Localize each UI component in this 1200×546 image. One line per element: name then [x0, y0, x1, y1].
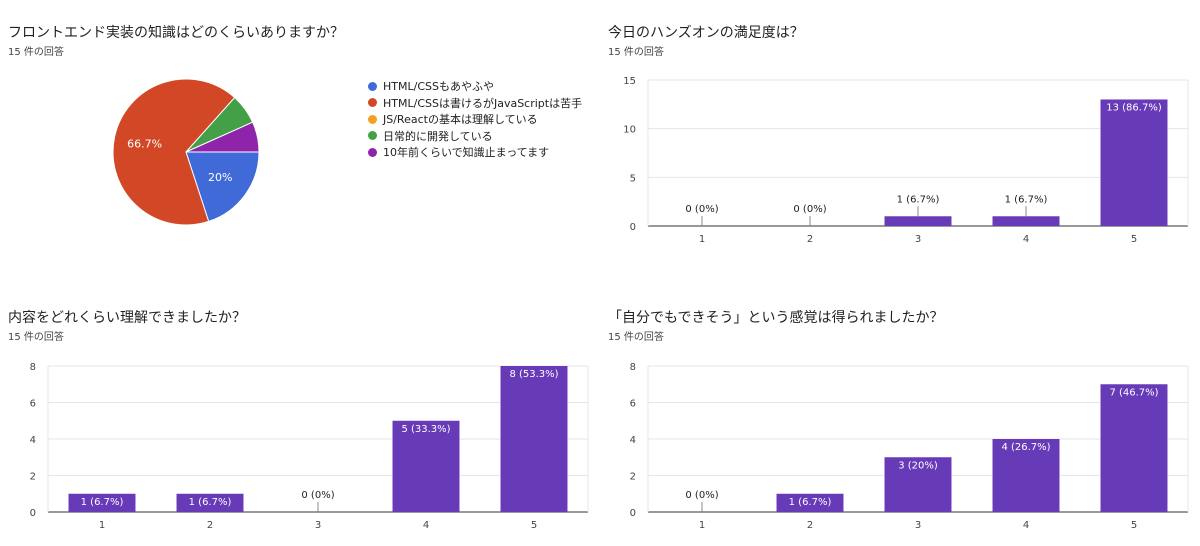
bar-value-label: 8 (53.3%)	[509, 369, 558, 380]
pie-slice-label: 20%	[208, 171, 232, 184]
legend-swatch-4	[368, 147, 377, 157]
bar	[992, 439, 1060, 512]
q2-title: 今日のハンズオンの満足度は？	[608, 25, 804, 41]
x-tick-label: 5	[1131, 234, 1137, 245]
bar-value-label: 0 (0%)	[793, 204, 826, 215]
x-tick-label: 4	[423, 520, 429, 531]
bar-value-label: 13 (86.7%)	[1106, 102, 1162, 113]
pie-slice	[185, 121, 260, 153]
bar-value-label: 0 (0%)	[685, 204, 718, 215]
y-tick-label: 0	[630, 508, 636, 519]
y-tick-label: 8	[30, 362, 36, 373]
pie-slice	[112, 78, 236, 226]
x-tick-label: 2	[207, 520, 213, 531]
bar-value-label: 0 (0%)	[685, 490, 718, 501]
legend-item: JS/Reactの基本は理解している	[368, 111, 582, 128]
y-tick-label: 10	[623, 125, 636, 136]
q3-response-count: 15 件の回答	[8, 332, 64, 343]
legend-label: 日常的に開発している	[383, 129, 493, 143]
legend-label: JS/Reactの基本は理解している	[383, 113, 538, 127]
bar-value-label: 1 (6.7%)	[897, 194, 940, 205]
bar	[392, 420, 460, 512]
q1-title: フロントエンド実装の知識はどのくらいありますか？	[8, 25, 344, 41]
x-tick-label: 5	[1131, 520, 1137, 531]
legend-item: HTML/CSSは書けるがJavaScriptは苦手	[368, 95, 582, 112]
bar-value-label: 1 (6.7%)	[189, 497, 232, 508]
x-tick-label: 1	[699, 234, 705, 245]
x-tick-label: 1	[99, 520, 105, 531]
legend-label: HTML/CSSもあやふや	[383, 80, 494, 94]
satisfaction-bar-chart: 0 5 10 15 0 (0%) 1 0 (0%) 2 1 (6.7%) 3 1 (6.7%) 4 13…	[623, 76, 1189, 245]
bar	[884, 457, 952, 512]
bar-value-label: 4 (26.7%)	[1001, 442, 1050, 453]
bar-value-label: 3 (20%)	[898, 460, 938, 471]
y-tick-label: 2	[30, 472, 36, 483]
legend-swatch-0	[368, 81, 377, 91]
legend-label: HTML/CSSは書けるがJavaScriptは苦手	[383, 96, 583, 110]
legend-item: 10年前くらいで知識止まってます	[368, 144, 582, 161]
y-tick-label: 2	[630, 472, 636, 483]
x-tick-label: 2	[807, 234, 813, 245]
q4-response-count: 15 件の回答	[608, 332, 664, 343]
pie-slice-label: 66.7%	[127, 137, 162, 150]
bar-value-label: 0 (0%)	[301, 490, 334, 501]
pie-slice	[185, 151, 260, 223]
x-tick-label: 3	[315, 520, 321, 531]
x-tick-label: 1	[699, 520, 705, 531]
y-tick-label: 15	[623, 76, 636, 87]
x-tick-label: 4	[1023, 520, 1029, 531]
y-tick-label: 4	[30, 435, 36, 446]
y-tick-label: 4	[630, 435, 636, 446]
legend-swatch-2	[368, 114, 377, 124]
y-tick-label: 6	[30, 399, 36, 410]
bar-value-label: 1 (6.7%)	[81, 497, 124, 508]
y-tick-label: 5	[630, 173, 636, 184]
x-tick-label: 3	[915, 234, 921, 245]
bar	[992, 216, 1060, 226]
bar	[500, 366, 568, 512]
x-tick-label: 3	[915, 520, 921, 531]
bar	[1100, 99, 1168, 226]
bar-value-label: 7 (46.7%)	[1109, 387, 1158, 398]
q1-response-count: 15 件の回答	[8, 47, 64, 58]
bar-value-label: 1 (6.7%)	[789, 497, 832, 508]
understanding-bar-chart: 0 2 4 6 8 1 (6.7%) 1 1 (6.7%) 2 0 (0%) 3 5 (33.3%) 4…	[30, 362, 589, 531]
pie-legend: HTML/CSSもあやふや HTML/CSSは書けるがJavaScriptは苦手…	[368, 78, 582, 161]
bar	[776, 493, 844, 512]
y-tick-label: 0	[630, 222, 636, 233]
legend-swatch-1	[368, 98, 377, 108]
legend-label: 10年前くらいで知識止まってます	[383, 146, 550, 160]
q2-response-count: 15 件の回答	[608, 47, 664, 58]
bar	[176, 493, 244, 512]
x-tick-label: 4	[1023, 234, 1029, 245]
x-tick-label: 5	[531, 520, 537, 531]
bar-value-label: 5 (33.3%)	[401, 424, 450, 435]
y-tick-label: 8	[630, 362, 636, 373]
x-tick-label: 2	[807, 520, 813, 531]
legend-item: HTML/CSSもあやふや	[368, 78, 582, 95]
q3-title: 内容をどれくらい理解できましたか？	[8, 310, 246, 326]
legend-item: 日常的に開発している	[368, 128, 582, 145]
legend-swatch-3	[368, 131, 377, 141]
bar	[884, 216, 952, 226]
bar	[1100, 384, 1168, 512]
bar	[68, 493, 136, 512]
q4-title: 「自分でもできそう」という感覚は得られましたか？	[608, 310, 944, 326]
bar-value-label: 1 (6.7%)	[1005, 194, 1048, 205]
y-tick-label: 0	[30, 508, 36, 519]
y-tick-label: 6	[630, 399, 636, 410]
pie-chart: 20% 66.7%	[112, 78, 260, 226]
